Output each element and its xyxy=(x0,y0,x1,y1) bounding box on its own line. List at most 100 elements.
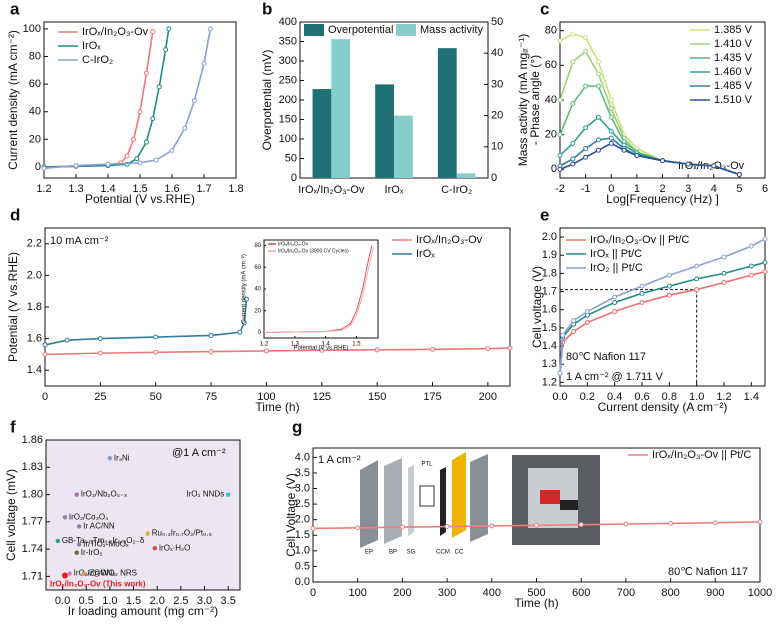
point-marker xyxy=(156,84,162,90)
point-marker xyxy=(762,260,768,266)
y-tick-label: 2.0 xyxy=(27,269,42,281)
legend-label: 1.460 V xyxy=(714,66,753,78)
point-label: Ir/TiO₂-MoOₓ xyxy=(83,540,129,549)
x-tick-label: 1.7 xyxy=(196,183,211,195)
y2-tick-label: 50 xyxy=(491,16,503,28)
y-tick-label: 1.8 xyxy=(542,267,557,279)
x-tick-label: 150 xyxy=(368,391,386,403)
x-tick-label: 2 xyxy=(659,183,665,195)
point-marker xyxy=(208,349,214,355)
x-tick-label: 25 xyxy=(94,391,106,403)
y-tick-label: 1.9 xyxy=(542,249,557,261)
x-tick-label: IrOₓ xyxy=(385,184,404,196)
y2-tick-label: 10 xyxy=(491,141,503,153)
point-marker xyxy=(507,345,513,351)
x-tick-label: 900 xyxy=(706,587,724,599)
point-marker xyxy=(721,254,727,260)
point-label: Ru₀.₃Ir₀.₇O₂/Pt₀.₅ xyxy=(152,529,212,538)
point-marker xyxy=(399,524,405,530)
y-tick-label: 1.4 xyxy=(27,364,42,376)
point-marker xyxy=(169,147,175,153)
point-label: Ir₃Ni xyxy=(114,453,130,462)
x-axis-label: Ir loading amount (mg cm⁻²) xyxy=(68,604,218,618)
bar xyxy=(312,89,332,178)
scatter-point xyxy=(62,515,68,520)
point-marker xyxy=(571,329,577,335)
point-marker xyxy=(694,276,700,282)
panel-label: d xyxy=(10,205,20,224)
x-tick-label: 2.5 xyxy=(173,595,188,607)
point-marker xyxy=(374,347,380,353)
x-tick-label: 1.2 xyxy=(716,391,731,403)
point-label: IrO₂ NNDs xyxy=(186,490,224,499)
point-marker xyxy=(668,520,674,526)
y-axis-label: Current density (mA cm⁻²) xyxy=(6,30,20,170)
point-marker xyxy=(712,520,718,526)
legend-label: IrOₓ/In₂O₃-Ov xyxy=(278,241,309,247)
point-marker xyxy=(612,294,618,300)
scatter-point xyxy=(74,492,79,497)
y-tick-label: 0.5 xyxy=(295,560,310,572)
y-tick-label: 1.86 xyxy=(22,434,43,446)
annotation: 80℃ Nafion 117 xyxy=(566,351,646,363)
x-tick-label: 700 xyxy=(617,587,635,599)
point-marker xyxy=(105,161,111,167)
x-tick-label: 1.2 xyxy=(36,183,51,195)
point-marker xyxy=(694,263,700,269)
x-tick-label: 400 xyxy=(483,587,501,599)
y-tick-label: 1.80 xyxy=(22,488,43,500)
point-label: IrOₓ·H₂O xyxy=(159,543,191,552)
point-label: IrO₂/Nb₂O₅₋ₓ xyxy=(81,490,127,499)
y-tick-label: 40 xyxy=(545,94,557,106)
point-marker xyxy=(570,140,576,146)
x-tick-label: 1.4 xyxy=(100,183,115,195)
point-label: Ir-IrO₂ xyxy=(81,548,103,557)
y-tick-label: 2.5 xyxy=(295,498,310,510)
point-marker xyxy=(557,166,563,172)
point-marker xyxy=(97,336,103,342)
x-tick-label: 1.4 xyxy=(744,391,759,403)
x-tick-label: 200 xyxy=(479,391,497,403)
y-tick-label: 1.6 xyxy=(542,304,557,316)
y-tick-label: 0 xyxy=(551,163,557,175)
x-axis-label: Potential (V vs.RHE) xyxy=(85,192,195,206)
bar xyxy=(394,115,413,178)
legend-label: Mass activity xyxy=(420,24,483,36)
point-marker xyxy=(583,125,589,131)
y-tick-label: 350 xyxy=(279,35,297,47)
x-tick-label: 75 xyxy=(205,391,217,403)
point-marker xyxy=(153,157,159,163)
point-marker xyxy=(137,160,143,166)
point-marker xyxy=(660,158,665,164)
point-marker xyxy=(557,370,563,376)
scatter-point xyxy=(152,545,158,551)
annotation: 80℃ Nafion 117 xyxy=(668,566,748,578)
point-marker xyxy=(310,525,316,531)
x-tick-label: 1.4 xyxy=(321,342,330,348)
legend-label: 1.385 V xyxy=(714,24,753,36)
x-tick-label: 1.6 xyxy=(164,183,179,195)
x-tick-label: -2 xyxy=(555,183,565,195)
x-axis-label: Time (h) xyxy=(514,596,558,610)
y-axis-label: - Phase angle (°) xyxy=(528,55,542,145)
x-tick-label: 1.2 xyxy=(260,342,269,348)
x-tick-label: 4 xyxy=(711,183,717,195)
y-tick-label: 40 xyxy=(254,287,261,293)
y-tick-label: 150 xyxy=(279,113,297,125)
point-marker xyxy=(608,140,614,146)
y-tick-label: 2.2 xyxy=(27,238,42,250)
point-marker xyxy=(557,97,563,103)
legend-label: IrOₓ || Pt/C xyxy=(590,248,642,260)
legend-label: IrO₂ || Pt/C xyxy=(590,262,643,274)
point-marker xyxy=(608,135,614,141)
series-line xyxy=(43,28,212,170)
point-marker xyxy=(595,59,601,65)
x-tick-label: 125 xyxy=(313,391,331,403)
point-marker xyxy=(263,348,269,354)
y-tick-label: 1.5 xyxy=(295,529,310,541)
x-tick-label: IrOₓ/In₂O₃-Ov xyxy=(298,184,365,196)
x-tick-label: 1000 xyxy=(748,587,772,599)
panel-label: f xyxy=(10,417,16,436)
point-marker xyxy=(666,283,672,289)
